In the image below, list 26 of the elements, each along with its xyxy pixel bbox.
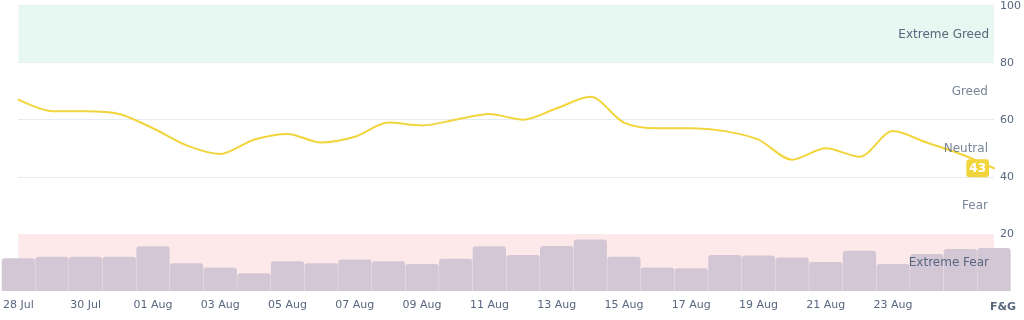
annotation: Fear bbox=[962, 198, 989, 213]
x-tick-label: 03 Aug bbox=[200, 298, 240, 311]
y-tick-label: 100 bbox=[1000, 0, 1021, 12]
annotation: Neutral bbox=[943, 141, 988, 156]
y-tick-label: 60 bbox=[1000, 113, 1014, 127]
y-tick-label: 40 bbox=[1000, 170, 1014, 184]
data-label: 43 bbox=[969, 161, 987, 176]
y-tick-label: 20 bbox=[1000, 227, 1014, 241]
y-tick-label: 80 bbox=[1000, 56, 1014, 70]
band-label: Extreme Greed bbox=[898, 27, 989, 42]
x-tick-label: 17 Aug bbox=[671, 298, 711, 311]
x-tick-label: 28 Jul bbox=[3, 298, 34, 311]
x-tick-label: 05 Aug bbox=[268, 298, 308, 311]
x-tick-label: 11 Aug bbox=[469, 298, 509, 311]
x-tick-label: 19 Aug bbox=[739, 298, 778, 311]
annotation: Greed bbox=[951, 84, 988, 99]
y-axis-title: F&G bbox=[990, 300, 1017, 313]
x-tick-label: 01 Aug bbox=[133, 298, 173, 311]
x-tick-label: 23 Aug bbox=[873, 298, 913, 311]
x-tick-label: 13 Aug bbox=[537, 298, 577, 311]
x-tick-label: 21 Aug bbox=[806, 298, 846, 311]
x-tick-label: 15 Aug bbox=[604, 298, 644, 311]
x-tick-label: 07 Aug bbox=[335, 298, 375, 311]
x-tick-label: 09 Aug bbox=[402, 298, 442, 311]
band-label: Extreme Fear bbox=[908, 255, 990, 270]
x-tick-label: 30 Jul bbox=[70, 298, 102, 311]
